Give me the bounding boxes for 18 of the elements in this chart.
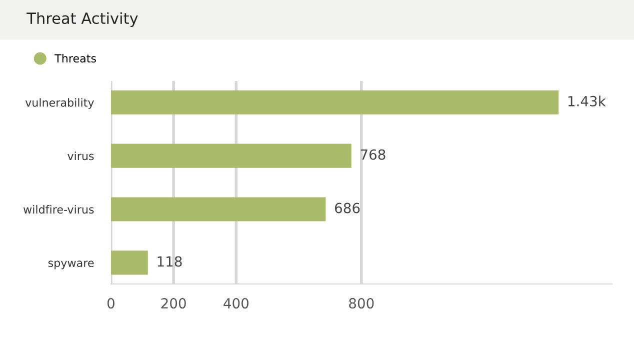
x-tick-label: 0 (107, 298, 114, 309)
y-tick-label: virus (68, 152, 94, 160)
legend-label: Threats (54, 54, 96, 63)
data-label: 118 (158, 256, 182, 267)
chart-title: Threat Activity (26, 12, 138, 27)
data-label: 768 (360, 149, 386, 160)
y-tick-label: wildfire-virus (24, 205, 94, 214)
y-tick-label: spyware (48, 260, 94, 270)
data-label: 1.43k (568, 96, 606, 106)
x-tick-label: 800 (349, 298, 374, 309)
x-tick-label: 200 (161, 298, 186, 309)
y-tick-label: vulnerability (25, 98, 94, 109)
bar (110, 197, 326, 222)
bar (110, 90, 559, 114)
bar (110, 144, 352, 168)
bar (110, 250, 148, 275)
x-tick-label: 400 (224, 298, 248, 309)
data-label: 686 (334, 202, 360, 214)
